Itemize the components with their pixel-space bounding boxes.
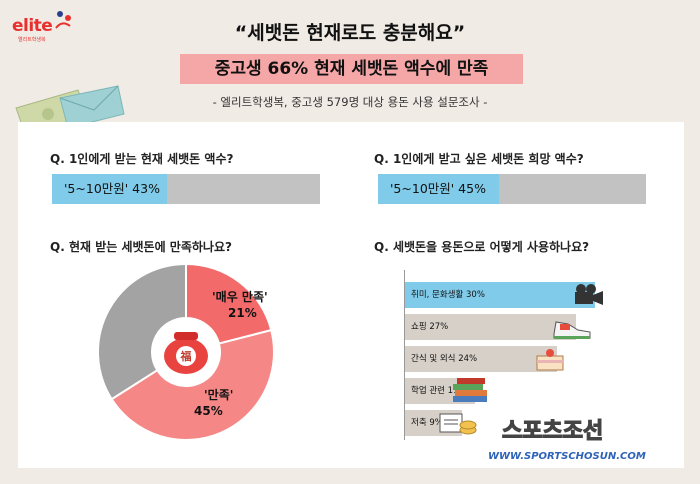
watermark-logo-text: 스포츠조선 [502, 419, 603, 444]
usage-axis-line [404, 270, 405, 440]
cake-icon [533, 346, 567, 376]
brand-logo-sub: 엘리트학생복 [18, 37, 46, 43]
usage-bar-row: 학업 관련 11% [405, 378, 487, 404]
usage-bar-row: 쇼핑 27% [405, 314, 591, 340]
current-amount-bar-track: '5~10만원' 43% [52, 174, 320, 204]
film-camera-icon [571, 282, 605, 312]
usage-bar-row: 취미, 문화생활 30% [405, 282, 603, 308]
survey-source: - 엘리트학생복, 중고생 579명 대상 용돈 사용 설문조사 - [212, 95, 488, 109]
question-usage: Q. 세뱃돈을 용돈으로 어떻게 사용하나요? [374, 240, 590, 254]
desired-amount-bar-track: '5~10만원' 45% [378, 174, 646, 204]
satisfaction-pie-chart: 福 [97, 262, 275, 441]
usage-bar: 취미, 문화생활 30% [405, 282, 595, 308]
pouch-text: 福 [180, 349, 192, 363]
coins-icon [438, 410, 478, 440]
books-icon [451, 378, 491, 408]
logo-figure-icon [55, 11, 71, 29]
lucky-pouch-icon: 福 [164, 332, 208, 374]
question-satisfaction: Q. 현재 받는 세뱃돈에 만족하나요? [50, 240, 232, 254]
usage-bar: 쇼핑 27% [405, 314, 576, 340]
pie-value-very-satisfied: 21% [228, 306, 257, 320]
page-title: “세뱃돈 현재로도 충분해요” [234, 22, 466, 44]
watermark-url: WWW.SPORTSCHOSUN.COM [488, 451, 646, 462]
sportschosun-logo-icon: 스포츠조선 [501, 418, 603, 444]
current-amount-bar: '5~10만원' 43% [52, 174, 168, 204]
pie-value-satisfied: 45% [194, 404, 223, 418]
question-current-amount: Q. 1인에게 받는 현재 세뱃돈 액수? [50, 152, 234, 166]
usage-bar-row: 저축 9% [405, 410, 477, 436]
page-subtitle: 중고생 66% 현재 세뱃돈 액수에 만족 [180, 54, 523, 84]
usage-bar-chart: 취미, 문화생활 30% 쇼핑 27% 간식 및 외식 24% 학업 관련 11% 저축… [405, 282, 665, 442]
pie-label-satisfied: '만족' [204, 388, 234, 402]
desired-amount-bar: '5~10만원' 45% [378, 174, 499, 204]
usage-bar-row: 간식 및 외식 24% [405, 346, 564, 372]
question-desired-amount: Q. 1인에게 받고 싶은 세뱃돈 희망 액수? [374, 152, 584, 166]
pie-label-very-satisfied: '매우 만족' [212, 290, 268, 304]
usage-bar: 간식 및 외식 24% [405, 346, 557, 372]
brand-logo: elite [12, 16, 53, 36]
sneaker-icon [552, 314, 592, 344]
